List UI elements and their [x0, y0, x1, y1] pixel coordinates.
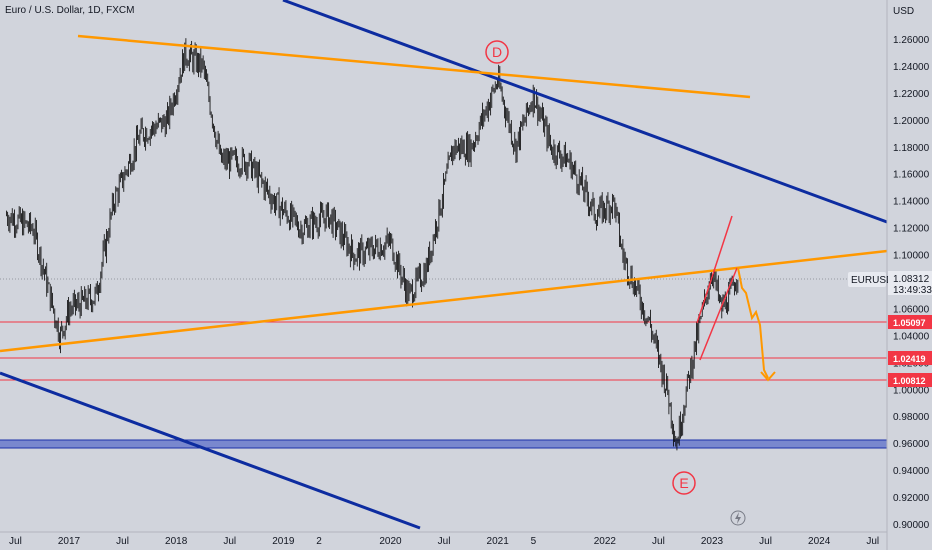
- time-tick-label: 5: [531, 536, 537, 547]
- price-tick-label: 1.18000: [893, 143, 930, 154]
- time-tick-label: Jul: [866, 536, 879, 547]
- price-candles: [6, 38, 739, 451]
- level-tag-1[interactable]: 1.05097: [888, 315, 932, 329]
- last-price-countdown: 13:49:33: [893, 285, 932, 296]
- time-tick-label: 2018: [165, 536, 188, 547]
- price-tick-label: 1.26000: [893, 35, 930, 46]
- time-tick-label: 2: [316, 536, 322, 547]
- time-tick-label: 2017: [58, 536, 81, 547]
- wave-label-e[interactable]: E: [672, 471, 696, 495]
- wave-label-d-text: D: [492, 44, 502, 60]
- level-tag-3[interactable]: 1.00812: [888, 373, 932, 387]
- time-tick-label: Jul: [116, 536, 129, 547]
- time-tick-label: 2024: [808, 536, 831, 547]
- time-tick-label: Jul: [223, 536, 236, 547]
- time-tick-label: Jul: [9, 536, 22, 547]
- symbol-tag-text: EURUSD: [851, 275, 893, 286]
- level-tag-3-text: 1.00812: [893, 376, 926, 386]
- price-tick-label: 0.90000: [893, 520, 930, 531]
- price-axis-currency: USD: [893, 6, 914, 17]
- orange-trendline-upper[interactable]: [77, 34, 751, 99]
- time-tick-label: 2020: [379, 536, 402, 547]
- time-axis[interactable]: Jul 2017 Jul 2018 Jul 2019 2 2020 Jul 2021 5 2022 Ju…: [0, 531, 887, 547]
- level-tag-2[interactable]: 1.02419: [888, 351, 932, 365]
- time-tick-label: Jul: [438, 536, 451, 547]
- price-tick-label: 0.96000: [893, 439, 930, 450]
- price-tick-label: 1.00000: [893, 385, 930, 396]
- support-zone: [0, 440, 887, 448]
- channel-line-upper[interactable]: [696, 215, 733, 324]
- price-tick-label: 1.22000: [893, 89, 930, 100]
- projection-arrowhead: [760, 371, 776, 382]
- time-tick-label: 2021: [487, 536, 510, 547]
- symbol-title[interactable]: Euro / U.S. Dollar, 1D, FXCM: [5, 5, 134, 16]
- price-tick-label: 1.16000: [893, 170, 930, 181]
- price-tick-label: 1.06000: [893, 304, 930, 315]
- price-tick-label: 1.04000: [893, 331, 930, 342]
- price-tick-label: 0.92000: [893, 493, 930, 504]
- lightning-icon[interactable]: [730, 510, 746, 526]
- last-price-tag-bg: [888, 271, 932, 295]
- blue-trendline-lower[interactable]: [0, 371, 421, 530]
- projection-path[interactable]: [737, 267, 769, 379]
- price-tick-label: 0.98000: [893, 412, 930, 423]
- price-tick-label: 0.94000: [893, 466, 930, 477]
- time-tick-label: Jul: [652, 536, 665, 547]
- price-tick-label: 1.20000: [893, 116, 930, 127]
- level-tag-2-text: 1.02419: [893, 354, 926, 364]
- wave-label-e-text: E: [679, 475, 688, 491]
- price-tick-label: 1.24000: [893, 62, 930, 73]
- blue-trendline-upper[interactable]: [282, 0, 888, 224]
- wave-label-d[interactable]: D: [485, 40, 509, 64]
- orange-trendline-lower[interactable]: [0, 249, 888, 353]
- time-tick-label: 2023: [701, 536, 724, 547]
- wave-label-e-circle: [672, 471, 696, 495]
- last-price-value: 1.08312: [893, 274, 930, 285]
- time-tick-label: 2022: [594, 536, 617, 547]
- last-price-tag[interactable]: EURUSD 1.08312 13:49:33: [848, 271, 932, 296]
- price-tick-label: 1.14000: [893, 197, 930, 208]
- channel-line-lower[interactable]: [699, 267, 738, 361]
- price-tick-label: 1.12000: [893, 224, 930, 235]
- level-tag-1-text: 1.05097: [893, 318, 926, 328]
- price-tick-label: 1.10000: [893, 251, 930, 262]
- symbol-tag-bg: [848, 272, 886, 287]
- time-tick-label: Jul: [759, 536, 772, 547]
- wave-label-d-circle: [485, 40, 509, 64]
- time-tick-label: 2019: [272, 536, 295, 547]
